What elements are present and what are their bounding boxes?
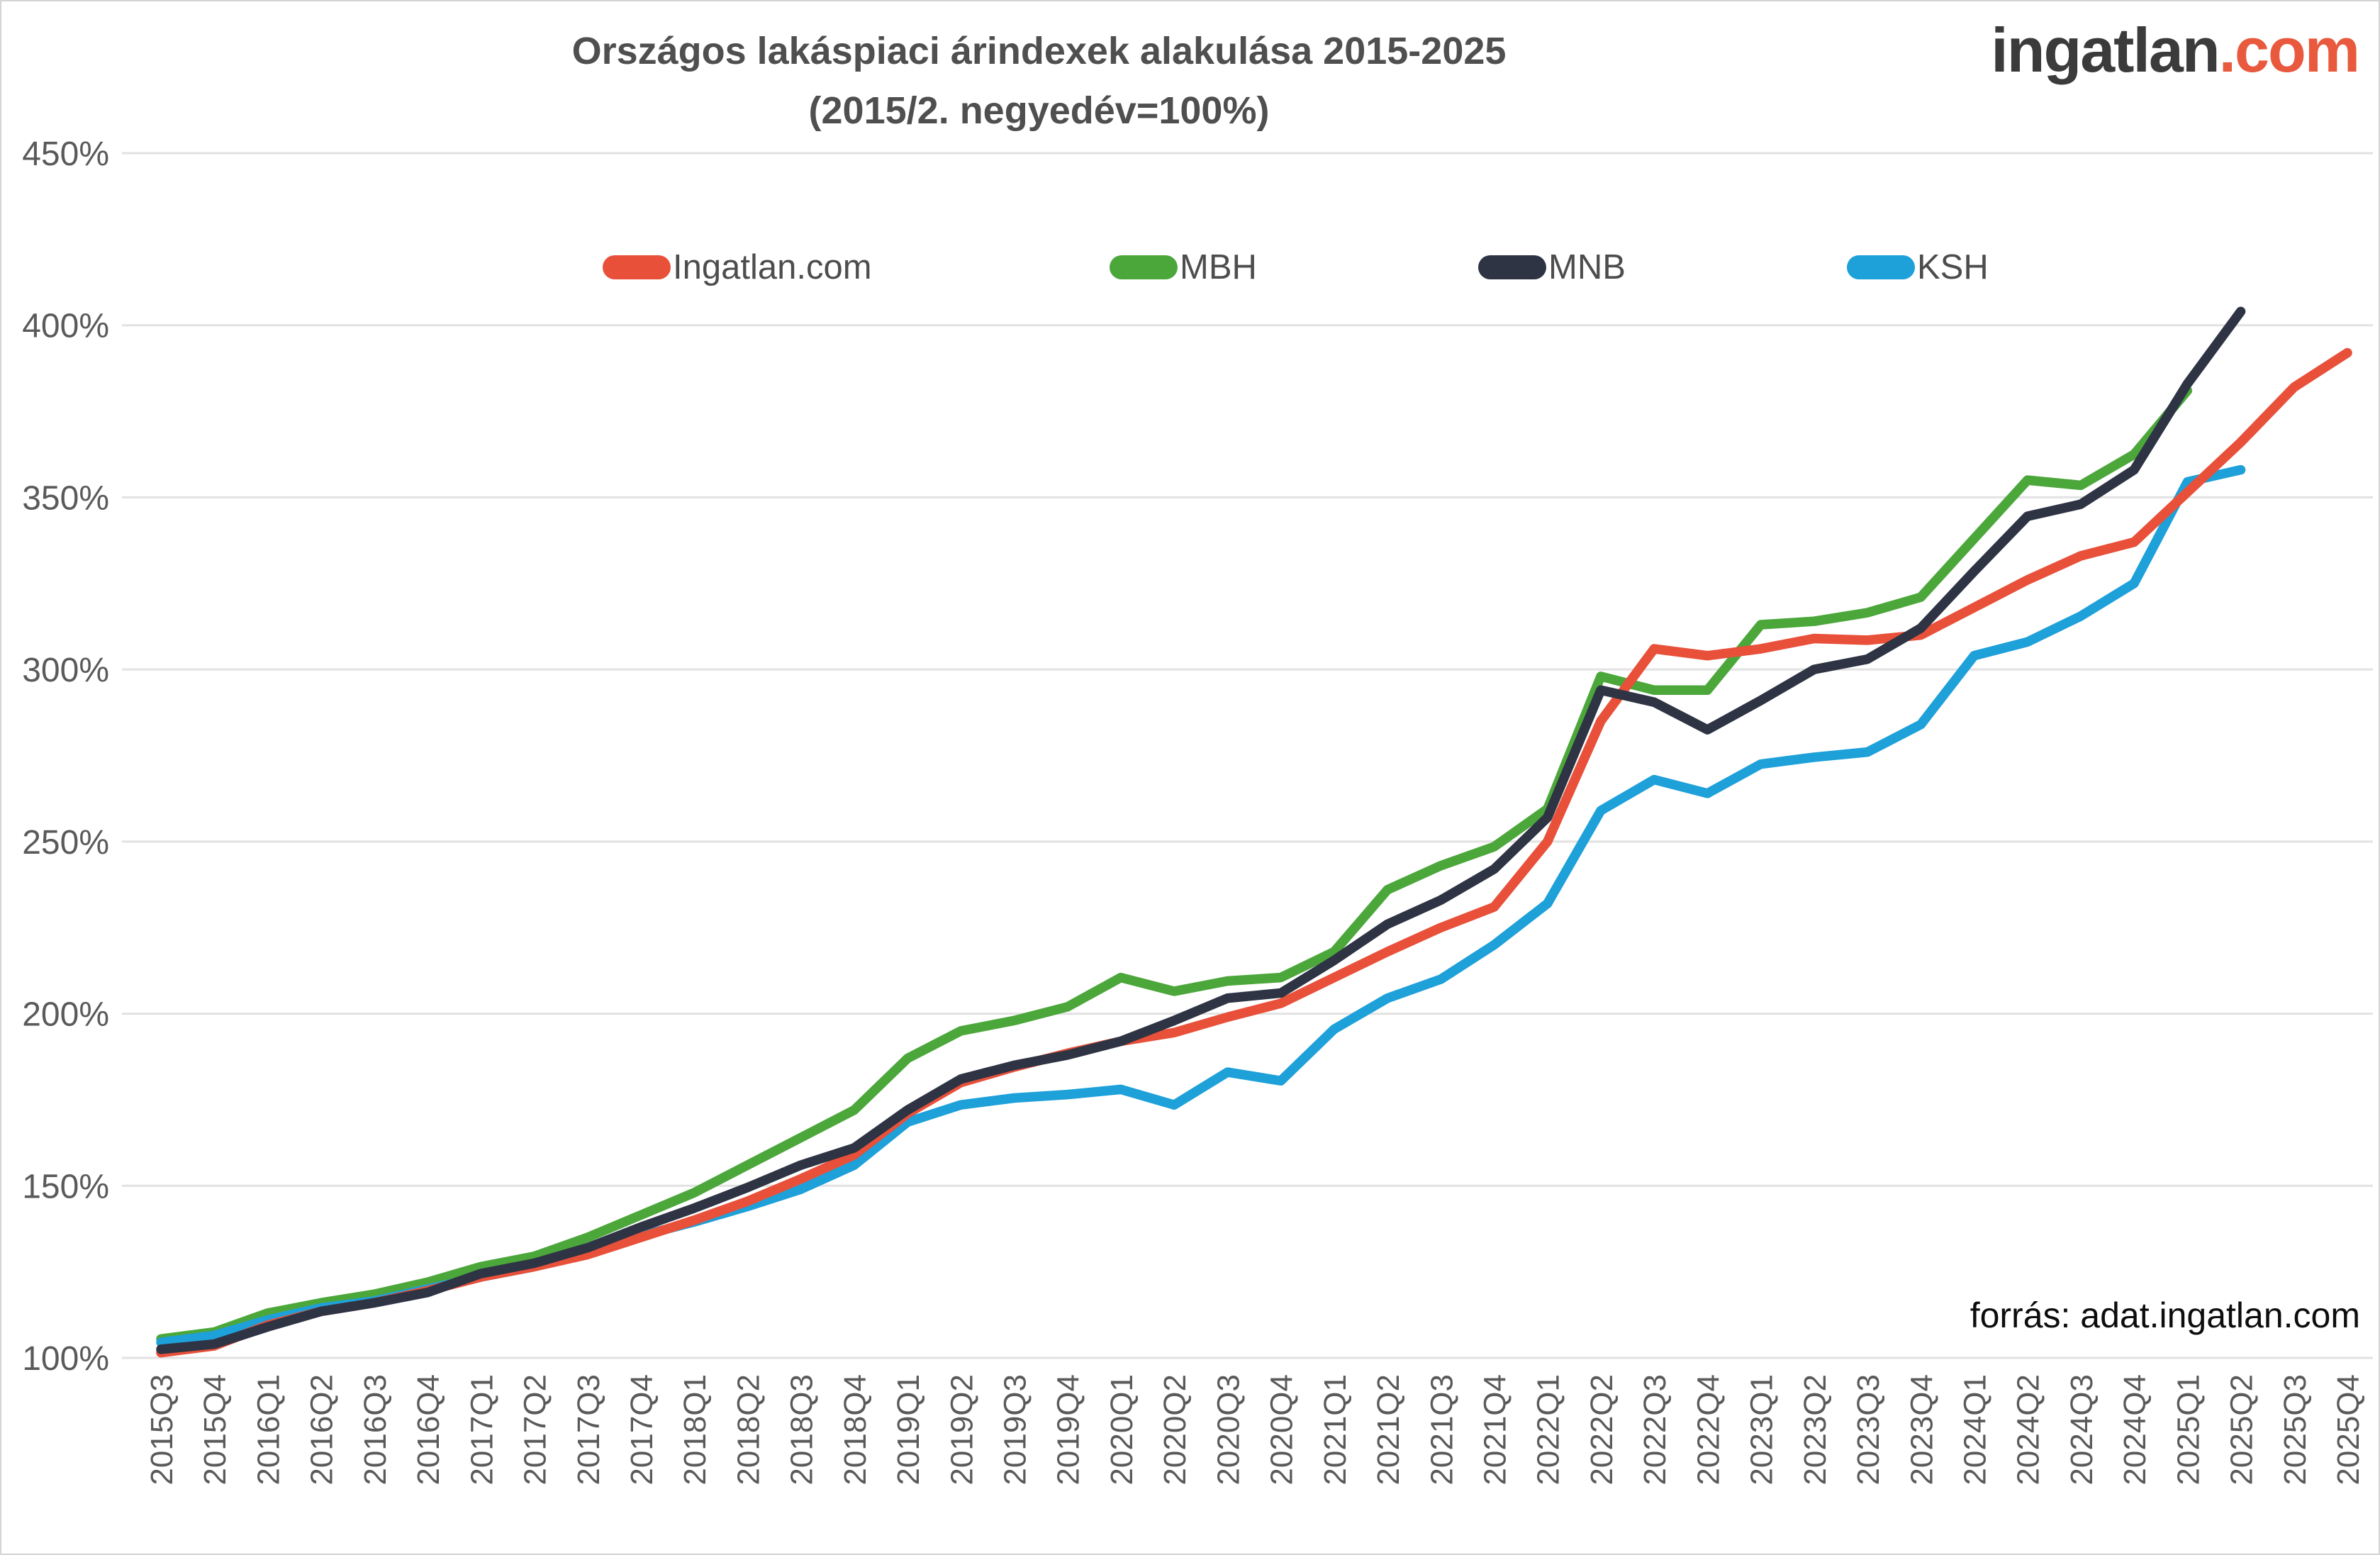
- chart-title: Országos lakáspiaci árindexek alakulása …: [1, 21, 2379, 140]
- chart-title-line2: (2015/2. negyedév=100%): [808, 89, 1270, 132]
- y-axis-tick-label: 100%: [22, 1340, 109, 1378]
- series-line-ingatlan-com: [156, 347, 2352, 1358]
- x-axis-tick-label: 2019Q3: [998, 1374, 1033, 1486]
- gridlines: [122, 152, 2373, 1359]
- x-axis-tick-label: 2017Q2: [518, 1374, 553, 1486]
- x-axis-tick-label: 2022Q2: [1585, 1374, 1619, 1486]
- x-axis-tick-label: 2023Q2: [1798, 1374, 1833, 1486]
- x-axis-tick-label: 2017Q1: [464, 1374, 499, 1486]
- x-axis-tick-label: 2018Q4: [838, 1374, 873, 1486]
- y-axis-tick-label: 150%: [22, 1168, 109, 1205]
- series-lines: [156, 306, 2352, 1358]
- legend-item-ksh: KSH: [1847, 247, 1989, 287]
- y-axis-labels: 100% 150% 200% 250% 300% 350% 400% 450%: [22, 135, 109, 1378]
- x-axis-tick-label: 2016Q3: [358, 1374, 393, 1486]
- x-axis-tick-label: 2024Q4: [2118, 1374, 2152, 1486]
- x-axis-tick-label: 2019Q1: [891, 1374, 926, 1486]
- legend-item-mbh: MBH: [1110, 247, 1257, 287]
- x-axis-tick-label: 2021Q4: [1478, 1374, 1513, 1486]
- x-axis-tick-label: 2020Q4: [1265, 1374, 1300, 1486]
- x-axis-tick-label: 2015Q4: [198, 1374, 233, 1486]
- x-axis-tick-label: 2016Q2: [305, 1374, 340, 1486]
- x-axis-tick-label: 2018Q3: [785, 1374, 820, 1486]
- x-axis-tick-label: 2018Q2: [731, 1374, 766, 1486]
- series-line-mbh: [156, 386, 2193, 1344]
- x-axis-tick-label: 2015Q3: [145, 1374, 179, 1486]
- x-axis-tick-label: 2023Q3: [1851, 1374, 1886, 1486]
- legend-label: MBH: [1180, 248, 1257, 286]
- x-axis-tick-label: 2024Q1: [1957, 1374, 1992, 1486]
- x-axis-tick-label: 2021Q1: [1318, 1374, 1353, 1486]
- legend-marker: [603, 255, 671, 279]
- y-axis-tick-label: 450%: [22, 135, 109, 173]
- x-axis-tick-label: 2017Q3: [571, 1374, 606, 1486]
- x-axis-labels: 2015Q3 2015Q4 2016Q1 2016Q2 2016Q3 2016Q4 2017…: [145, 1374, 2366, 1486]
- chart-title-line1: Országos lakáspiaci árindexek alakulása …: [571, 30, 1507, 72]
- logo-text-accent: .com: [2218, 15, 2360, 85]
- x-axis-tick-label: 2021Q2: [1371, 1374, 1406, 1486]
- series-line-ksh: [156, 464, 2246, 1347]
- y-axis-tick-label: 400%: [22, 308, 109, 345]
- series-line-mnb: [156, 306, 2246, 1354]
- legend-item-mnb: MNB: [1478, 247, 1626, 287]
- x-axis-tick-label: 2020Q1: [1105, 1374, 1139, 1486]
- x-axis-tick-label: 2022Q3: [1638, 1374, 1672, 1486]
- x-axis-tick-label: 2025Q3: [2278, 1374, 2313, 1486]
- legend-item-ingatlan-com: Ingatlan.com: [603, 247, 872, 287]
- source-caption: forrás: adat.ingatlan.com: [1970, 1295, 2360, 1335]
- legend-label: KSH: [1917, 248, 1989, 286]
- x-axis-tick-label: 2021Q3: [1424, 1374, 1459, 1486]
- x-axis-tick-label: 2017Q4: [625, 1374, 659, 1486]
- x-axis-tick-label: 2016Q1: [251, 1374, 286, 1486]
- x-axis-tick-label: 2019Q2: [944, 1374, 979, 1486]
- x-axis-tick-label: 2025Q2: [2225, 1374, 2259, 1486]
- legend-marker: [1847, 255, 1915, 279]
- x-axis-tick-label: 2016Q4: [411, 1374, 446, 1486]
- legend-label: MNB: [1548, 248, 1626, 286]
- y-axis-tick-label: 200%: [22, 996, 109, 1034]
- y-axis-tick-label: 250%: [22, 824, 109, 862]
- legend-label: Ingatlan.com: [673, 248, 872, 286]
- x-axis-tick-label: 2023Q4: [1904, 1374, 1939, 1486]
- legend-marker: [1110, 255, 1178, 279]
- x-axis-tick-label: 2018Q1: [678, 1374, 713, 1486]
- x-axis-tick-label: 2024Q3: [2065, 1374, 2099, 1486]
- x-axis-tick-label: 2020Q3: [1211, 1374, 1246, 1486]
- legend-marker: [1478, 255, 1546, 279]
- x-axis-tick-label: 2022Q1: [1531, 1374, 1566, 1486]
- y-axis-tick-label: 300%: [22, 652, 109, 689]
- x-axis-tick-label: 2022Q4: [1691, 1374, 1726, 1486]
- x-axis-tick-label: 2025Q4: [2331, 1374, 2366, 1486]
- y-axis-tick-label: 350%: [22, 479, 109, 517]
- x-axis-tick-label: 2020Q2: [1158, 1374, 1192, 1486]
- x-axis-tick-label: 2024Q2: [2011, 1374, 2046, 1486]
- x-axis-tick-label: 2019Q4: [1051, 1374, 1086, 1486]
- x-axis-tick-label: 2025Q1: [2171, 1374, 2206, 1486]
- logo-text-main: ingatlan: [1991, 15, 2220, 85]
- ingatlan-com-logo: ingatlan.com: [1991, 14, 2360, 87]
- x-axis-tick-label: 2023Q1: [1745, 1374, 1780, 1486]
